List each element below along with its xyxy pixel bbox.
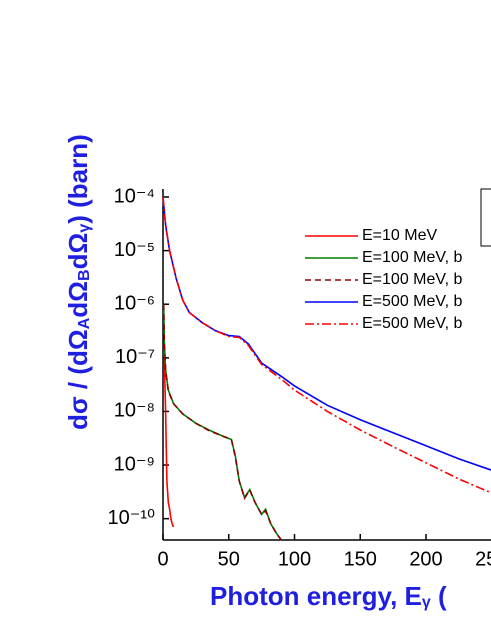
y-tick-label: 10⁻⁶: [114, 293, 155, 315]
y-tick-label: 10⁻⁴: [114, 185, 155, 207]
series-line: [163, 357, 175, 528]
x-tick-label: 50: [218, 548, 240, 570]
x-axis-label-part: (: [431, 581, 447, 611]
x-tick-label: 200: [409, 548, 442, 570]
y-axis-label-part: dΩ: [63, 233, 93, 270]
y-axis-label: dσ / (dΩAdΩBdΩγ) (barn): [63, 134, 93, 430]
y-tick-label: 10⁻⁷: [115, 346, 155, 368]
series-line: [162, 196, 491, 494]
series-line: [162, 304, 283, 541]
legend-label: E=100 MeV, b: [362, 249, 462, 266]
x-axis-label: Photon energy, Eγ (: [210, 581, 447, 611]
x-tick-label: 150: [344, 548, 377, 570]
x-axis-label-part: Photon energy, E: [210, 581, 422, 611]
y-axis-label-part: dΩ: [63, 281, 93, 318]
x-tick-label: 0: [157, 548, 168, 570]
y-tick-label: 10⁻¹⁰: [108, 507, 155, 529]
x-axis-label-sub: γ: [422, 594, 431, 611]
series-line: [162, 304, 283, 541]
y-tick-label: 10⁻⁵: [114, 239, 155, 261]
legend-label: E=10 MeV: [362, 227, 437, 244]
y-axis-label-sub: A: [76, 317, 93, 329]
series-line: [162, 196, 491, 471]
x-tick-label: 250: [475, 548, 491, 570]
x-tick-label: 100: [278, 548, 311, 570]
legend-label: E=500 MeV, b: [362, 315, 462, 332]
y-tick-label: 10⁻⁹: [114, 453, 155, 475]
legend-box-edge: [480, 188, 491, 247]
y-axis-label-sub: γ: [76, 224, 93, 233]
y-tick-label: 10⁻⁸: [114, 400, 155, 422]
y-axis-label-sub: B: [76, 269, 93, 281]
legend-label: E=500 MeV, b: [362, 293, 462, 310]
legend-label: E=100 MeV, b: [362, 271, 462, 288]
y-axis-label-part: dσ / (dΩ: [63, 329, 93, 430]
y-axis-label-part: ) (barn): [63, 134, 93, 224]
